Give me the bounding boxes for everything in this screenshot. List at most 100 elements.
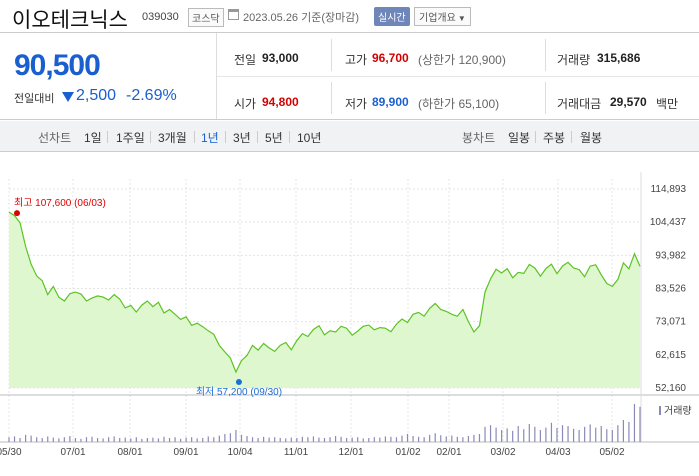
y-tick-label: 62,615: [655, 350, 686, 361]
min-dot: [235, 379, 242, 386]
volume-bar: [246, 436, 248, 442]
volume-bar: [213, 437, 215, 442]
volume-bar: [584, 426, 586, 442]
volume-bar: [268, 437, 270, 442]
x-tick-label: 05/02: [599, 447, 624, 458]
high-value: 96,700: [372, 51, 409, 65]
period-1d[interactable]: 1일: [84, 131, 102, 145]
volume-bar: [379, 437, 381, 442]
volume-bars: 거래량: [8, 404, 692, 442]
divider: [331, 39, 332, 71]
price-area: [9, 212, 640, 388]
volume-bar: [456, 436, 458, 442]
divider: [545, 39, 546, 71]
stock-code: 039030: [142, 11, 179, 23]
volume-bar: [229, 433, 232, 442]
volume-bar: [279, 438, 281, 442]
volume-bar: [628, 422, 630, 442]
volume-bar: [445, 436, 447, 442]
volume-bar: [373, 437, 375, 442]
volume-bar: [152, 437, 154, 442]
volume-bar: [429, 434, 431, 442]
volume-bar: [572, 428, 575, 442]
volume-bar: [578, 430, 580, 442]
volume-bar: [639, 406, 641, 442]
period-1w[interactable]: 1주일: [116, 131, 145, 145]
period-3y[interactable]: 3년: [233, 131, 251, 145]
volume-bar: [25, 434, 27, 442]
volume-bar: [52, 437, 54, 442]
volume-bar: [91, 436, 93, 442]
volume-bar: [108, 437, 110, 442]
volume-bar: [329, 437, 331, 442]
volume-bar: [561, 425, 564, 442]
volume-bar: [451, 435, 453, 442]
volume-bar: [274, 437, 276, 442]
volume-bar: [351, 437, 353, 442]
y-tick-label: 73,071: [655, 317, 686, 328]
price-line: [8, 211, 641, 374]
period-3m[interactable]: 3개월: [158, 131, 187, 145]
volume-bar: [550, 422, 553, 442]
volume-bar: [30, 435, 32, 442]
divider: [331, 82, 332, 114]
period-5y[interactable]: 5년: [265, 131, 283, 145]
divider: [150, 131, 151, 143]
volume-bar: [58, 438, 60, 442]
candle-chart-label: 봉차트: [462, 131, 496, 145]
volume-bar: [202, 438, 204, 442]
company-info-button[interactable]: 기업개요 ▼: [414, 7, 471, 26]
divider: [257, 131, 258, 143]
volume-bar: [340, 436, 342, 442]
x-tick-label: 01/02: [395, 447, 420, 458]
volume-bar: [36, 437, 38, 442]
volume-bar: [362, 438, 364, 442]
volume-bar: [113, 436, 115, 442]
volume-bar: [174, 437, 176, 442]
calendar-icon: [228, 9, 239, 20]
candle-monthly[interactable]: 월봉: [580, 131, 603, 145]
volume-bar: [146, 438, 148, 442]
divider: [194, 131, 195, 143]
volume-bar: [467, 436, 470, 442]
volume-bar: [285, 438, 287, 442]
volume-bar: [135, 437, 137, 442]
x-tick-label: 03/02: [490, 447, 515, 458]
volume-bar: [19, 438, 21, 442]
volume-bar: [96, 438, 99, 442]
volume-bar: [312, 436, 315, 442]
x-tick-label: 05/30: [0, 447, 22, 458]
volume-bar: [595, 427, 597, 442]
low-value: 89,900: [372, 95, 409, 109]
amount-value: 29,570: [610, 95, 647, 109]
volume-bar: [384, 436, 386, 442]
volume-bar: [251, 437, 254, 442]
volume-bar: [69, 436, 71, 442]
period-10y[interactable]: 10년: [297, 131, 322, 145]
candle-weekly[interactable]: 주봉: [543, 131, 566, 145]
volume-bar: [633, 404, 636, 442]
volume-bar: [484, 426, 486, 442]
y-tick-label: 114,893: [651, 184, 687, 195]
volume-bar: [290, 437, 292, 442]
volume-bar: [368, 438, 370, 442]
x-tick-label: 02/01: [436, 447, 461, 458]
volume-bar: [440, 435, 442, 442]
period-1y[interactable]: 1년: [201, 131, 219, 145]
price-summary: 90,500 전일대비 2,500 -2.69% 전일 93,000 고가 96…: [0, 32, 699, 120]
volume-bar: [80, 438, 82, 442]
volume-bar: [417, 436, 420, 442]
price-chart: 114,893 104,437 93,982 83,526 73,071 62,615 52…: [0, 172, 699, 458]
volume-bar: [512, 430, 514, 442]
volume-bar: [478, 434, 481, 442]
volume-bar: [622, 420, 624, 442]
realtime-button[interactable]: 실시간: [374, 7, 410, 26]
market-badge: 코스닥: [188, 8, 224, 27]
down-triangle-icon: [62, 92, 74, 102]
x-axis: 05/30 07/01 08/01 09/01 10/04 11/01 12/01 01/02…: [0, 447, 625, 458]
candle-daily[interactable]: 일봉: [508, 131, 531, 145]
volume-bar: [141, 438, 143, 442]
stock-name: 이오테크닉스: [12, 9, 128, 32]
prev-close-value: 93,000: [262, 51, 299, 65]
volume-bar: [501, 430, 503, 442]
